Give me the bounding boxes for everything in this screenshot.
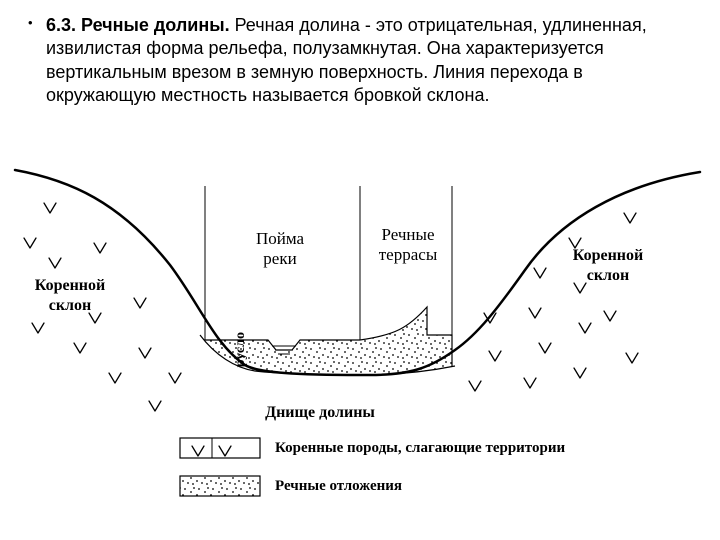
bullet-glyph: • xyxy=(28,16,33,29)
section-heading: 6.3. Речные долины. xyxy=(46,15,230,35)
label-korennoy_left_1: Коренной xyxy=(35,277,105,294)
label-korennoy_left_2: склон xyxy=(49,297,92,314)
label-ruslo: русло xyxy=(233,332,248,367)
label-legend_all: Речные отложения xyxy=(275,478,402,494)
terrace-fill xyxy=(360,307,452,375)
label-dnishche: Днище долины xyxy=(265,404,375,421)
label-poima_1: Пойма xyxy=(256,229,305,248)
label-korennoy_right_1: Коренной xyxy=(573,247,643,264)
label-poima_2: реки xyxy=(263,249,296,268)
label-legend_bed: Коренные породы, слагающие территории xyxy=(275,440,565,456)
label-terr_1: Речные xyxy=(382,225,435,244)
floodplain-fill xyxy=(200,335,360,375)
river-valley-diagram: Коренной склон Коренной склон Поймареки Речны… xyxy=(0,150,720,530)
bedrock-marks-left xyxy=(24,203,181,411)
paragraph: 6.3. Речные долины. Речная долина - это … xyxy=(46,14,694,108)
bedrock-marks-right xyxy=(469,213,638,391)
label-korennoy_right_2: склон xyxy=(587,267,630,284)
label-terr_2: террасы xyxy=(379,245,438,264)
legend-alluvium-swatch xyxy=(180,476,260,496)
